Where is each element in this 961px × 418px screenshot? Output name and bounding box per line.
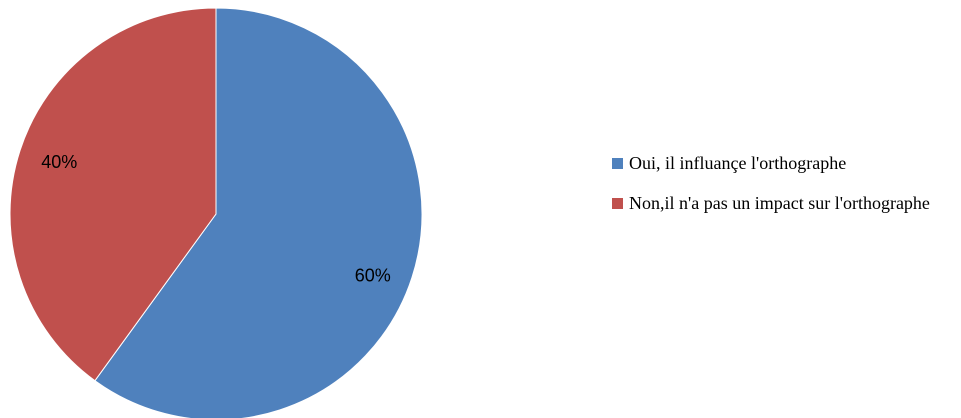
legend: Oui, il influançe l'orthographe Non,il n'… [612,150,952,230]
legend-swatch [612,158,623,169]
legend-label: Non,il n'a pas un impact sur l'orthograp… [629,193,930,213]
data-label: 40% [41,152,77,172]
legend-item: Oui, il influançe l'orthographe [612,150,952,176]
pie-slice [94,7,423,418]
legend-label: Oui, il influançe l'orthographe [629,153,847,173]
legend-swatch [612,198,623,209]
legend-item: Non,il n'a pas un impact sur l'orthograp… [612,190,952,216]
pie-slice [9,7,217,382]
data-label: 60% [355,266,391,286]
